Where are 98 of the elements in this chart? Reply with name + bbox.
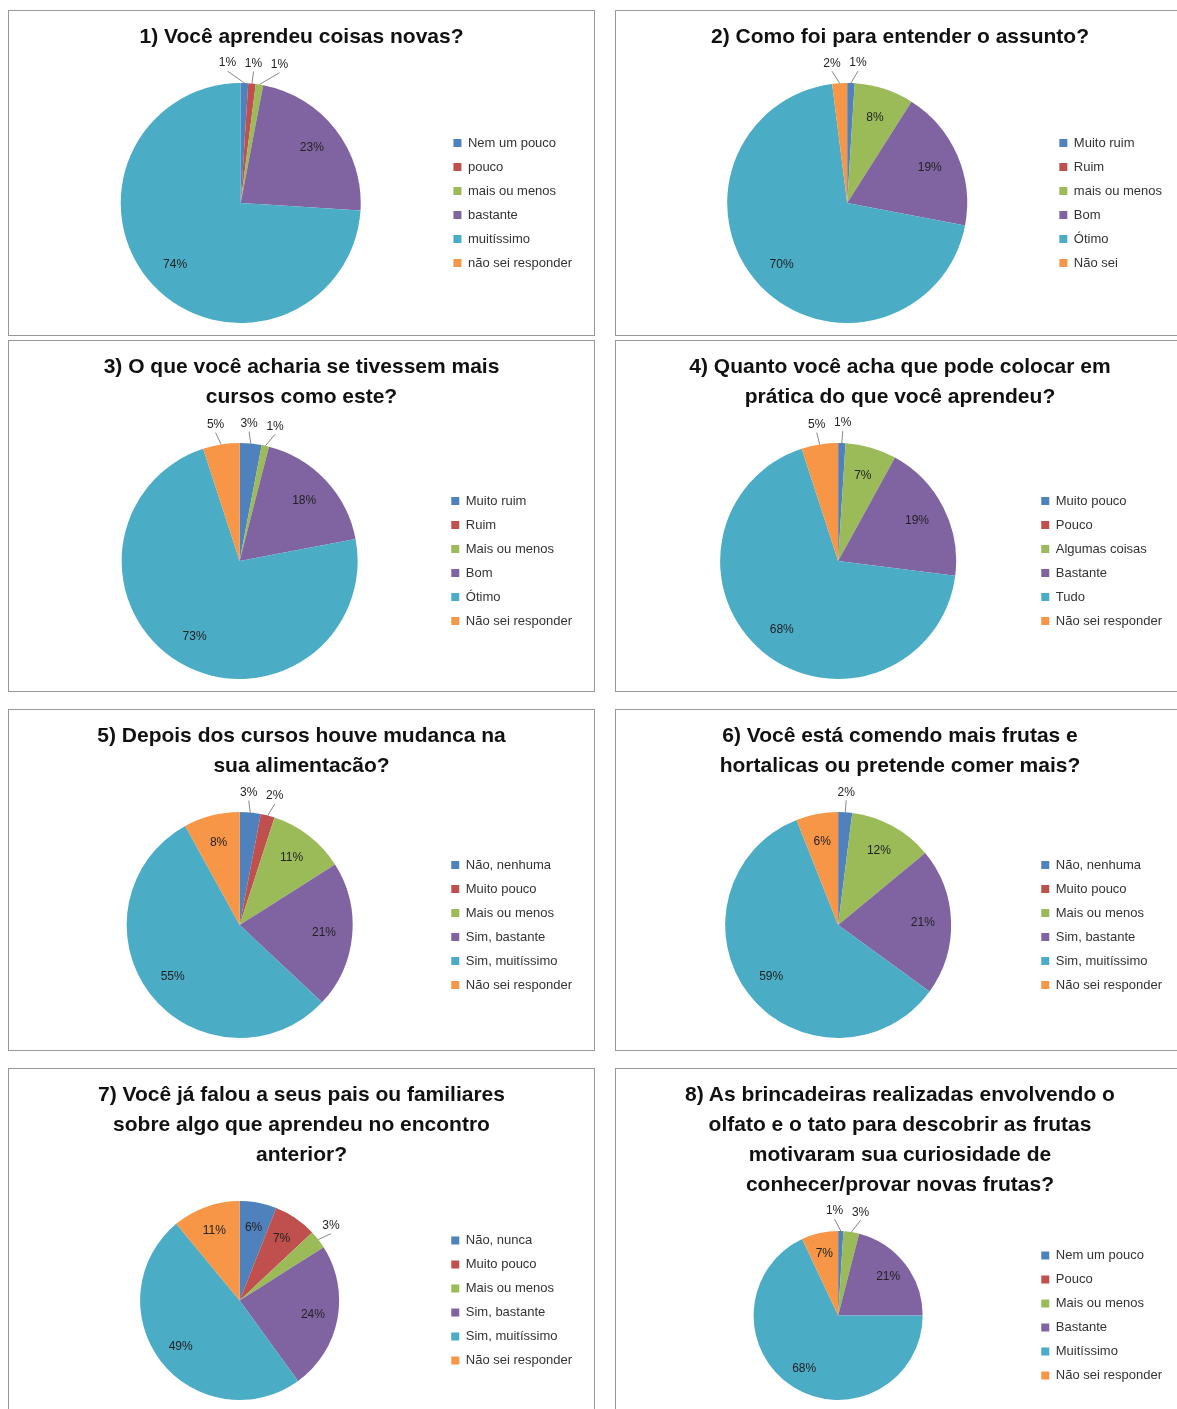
data-label: 2% xyxy=(266,788,284,803)
legend-label: Bom xyxy=(465,564,493,580)
legend-label: Muito pouco xyxy=(465,880,537,896)
data-label: 6% xyxy=(813,834,832,849)
legend-label: Muito ruim xyxy=(465,492,527,508)
legend-label: Sim, muitíssimo xyxy=(465,952,558,968)
data-label: 8% xyxy=(209,835,228,850)
legend-label: Não sei responder xyxy=(465,1352,573,1368)
data-label: 68% xyxy=(792,1361,817,1376)
data-label: 6% xyxy=(244,1219,263,1234)
legend-label: Sim, muitíssimo xyxy=(1055,952,1148,968)
legend-label: Ótimo xyxy=(465,588,501,604)
legend-label: Pouco xyxy=(1055,1271,1093,1287)
legend-label: Ruim xyxy=(465,516,497,532)
data-label: 3% xyxy=(851,1204,870,1219)
legend-label: Sim, bastante xyxy=(1055,928,1136,944)
legend-label: Muito pouco xyxy=(465,1256,537,1272)
data-label: 1% xyxy=(270,56,289,71)
data-label: 49% xyxy=(168,1338,193,1353)
legend-label: Ótimo xyxy=(1073,230,1109,246)
data-label: 19% xyxy=(904,513,930,528)
data-label: 2% xyxy=(837,784,856,799)
chart-title: 7) Você já falou a seus pais ou familiares sobre algo que aprendeu no encontro anterior? xyxy=(97,1081,506,1167)
legend-label: Muito ruim xyxy=(1073,134,1135,150)
data-label: 23% xyxy=(299,140,325,155)
data-label: 1% xyxy=(266,418,285,433)
data-label: 7% xyxy=(854,468,872,483)
legend-label: Tudo xyxy=(1055,588,1085,604)
chart-title: 4) Quanto você acha que pode colocar em prática do que você aprendeu? xyxy=(688,353,1112,409)
data-label: 55% xyxy=(160,969,185,984)
legend-label: Muitíssimo xyxy=(1055,1343,1118,1359)
data-label: 1% xyxy=(244,55,263,70)
legend-label: Mais ou menos xyxy=(465,1280,555,1296)
data-label: 1% xyxy=(849,55,868,70)
legend-label: Mais ou menos xyxy=(1055,1295,1145,1311)
data-label: 18% xyxy=(292,492,317,507)
data-label: 7% xyxy=(272,1231,291,1246)
legend-label: Bastante xyxy=(1055,1319,1108,1335)
legend-label: Mais ou menos xyxy=(1055,904,1145,920)
data-label: 21% xyxy=(876,1268,901,1283)
data-label: 1% xyxy=(825,1203,844,1218)
legend-label: Não sei responder xyxy=(1055,976,1163,992)
legend-label: muitíssimo xyxy=(467,230,531,246)
legend-label: Não sei responder xyxy=(465,612,573,628)
legend-label: Não, nenhuma xyxy=(1055,856,1142,872)
legend-label: mais ou menos xyxy=(1073,182,1163,198)
data-label: 19% xyxy=(917,159,943,174)
legend-label: mais ou menos xyxy=(467,182,557,198)
legend-label: Nem um pouco xyxy=(1055,1247,1144,1263)
legend-label: pouco xyxy=(467,158,504,174)
data-label: 5% xyxy=(808,416,826,431)
legend-label: Nem um pouco xyxy=(467,134,557,150)
legend-label: Não sei responder xyxy=(1055,1367,1163,1383)
legend-label: bastante xyxy=(467,206,518,222)
data-label: 3% xyxy=(322,1218,340,1233)
data-label: 5% xyxy=(206,416,225,431)
legend-label: Bastante xyxy=(1055,564,1108,580)
data-label: 8% xyxy=(866,109,884,124)
chart-title: 2) Como foi para entender o assunto? xyxy=(709,23,1090,49)
data-label: 68% xyxy=(769,621,795,636)
data-label: 74% xyxy=(163,256,188,271)
data-label: 7% xyxy=(815,1245,834,1260)
legend-label: Pouco xyxy=(1055,516,1093,532)
legend-label: Muito pouco xyxy=(1055,880,1127,896)
data-label: 73% xyxy=(182,629,207,644)
chart-title: 5) Depois dos cursos houve mudanca na sua alimentacão? xyxy=(96,722,507,778)
legend-label: Sim, bastante xyxy=(465,928,546,944)
legend-label: Sim, bastante xyxy=(465,1304,546,1320)
data-label: 24% xyxy=(300,1306,326,1321)
legend-label: Mais ou menos xyxy=(465,540,555,556)
data-label: 12% xyxy=(866,843,892,858)
chart-title: 8) As brincadeiras realizadas envolvendo o olfato e o tato para descobrir as frutas motivaram sua curiosidade de conhecer/provar novas frutas? xyxy=(684,1081,1116,1197)
data-label: 1% xyxy=(834,415,852,430)
data-label: 3% xyxy=(240,415,259,430)
legend-label: Não sei xyxy=(1073,254,1119,270)
legend-label: Não sei responder xyxy=(1055,612,1163,628)
data-label: 59% xyxy=(759,969,784,984)
chart-title: 1) Você aprendeu coisas novas? xyxy=(138,23,465,49)
legend-label: Não, nenhuma xyxy=(465,856,552,872)
legend-label: Mais ou menos xyxy=(465,904,555,920)
legend-label: não sei responder xyxy=(467,254,573,270)
chart-title: 3) O que você acharia se tivessem mais cursos como este? xyxy=(102,353,501,409)
legend-label: Bom xyxy=(1073,206,1101,222)
data-label: 3% xyxy=(240,784,258,799)
legend-label: Não sei responder xyxy=(465,976,573,992)
data-label: 2% xyxy=(823,55,842,70)
data-label: 21% xyxy=(311,925,337,940)
legend-label: Muito pouco xyxy=(1055,492,1127,508)
data-label: 11% xyxy=(202,1222,227,1237)
data-label: 70% xyxy=(769,256,794,271)
data-label: 21% xyxy=(910,914,936,929)
data-label: 1% xyxy=(218,55,237,70)
legend-label: Algumas coisas xyxy=(1055,540,1148,556)
legend-label: Não, nunca xyxy=(465,1232,534,1248)
legend-label: Sim, muitíssimo xyxy=(465,1328,558,1344)
chart-title: 6) Você está comendo mais frutas e hortalicas ou pretende comer mais? xyxy=(718,722,1082,778)
legend-label: Ruim xyxy=(1073,158,1105,174)
data-label: 11% xyxy=(280,850,304,865)
